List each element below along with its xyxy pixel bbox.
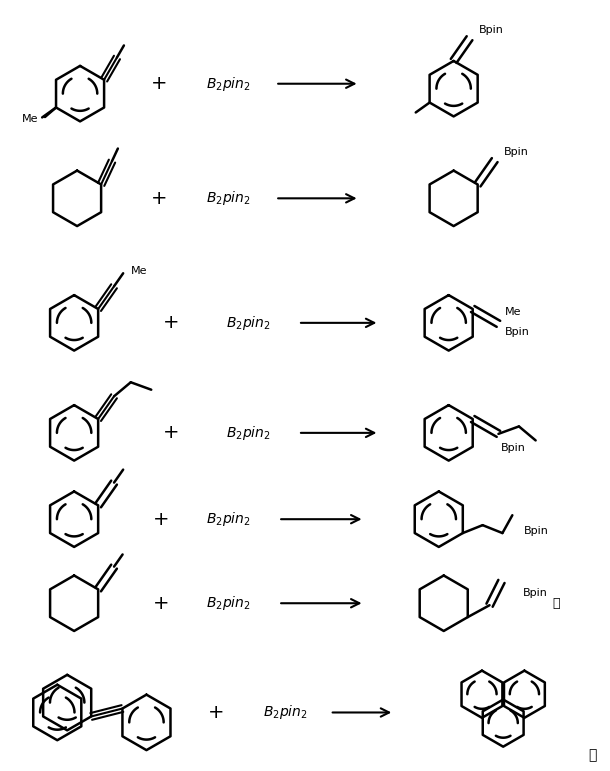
- Text: 。: 。: [588, 749, 597, 763]
- Text: +: +: [207, 703, 224, 722]
- Text: +: +: [163, 423, 179, 443]
- Text: Me: Me: [504, 307, 521, 317]
- Text: Me: Me: [22, 114, 38, 124]
- Text: +: +: [151, 74, 168, 93]
- Text: Bpin: Bpin: [500, 443, 525, 453]
- Text: $B_2pin_2$: $B_2pin_2$: [226, 424, 271, 442]
- Text: $B_2pin_2$: $B_2pin_2$: [206, 75, 251, 93]
- Text: +: +: [153, 510, 170, 529]
- Text: Bpin: Bpin: [479, 25, 504, 35]
- Text: $B_2pin_2$: $B_2pin_2$: [206, 510, 251, 528]
- Text: $B_2pin_2$: $B_2pin_2$: [263, 703, 307, 722]
- Text: Bpin: Bpin: [524, 526, 549, 536]
- Text: +: +: [163, 313, 179, 332]
- Text: $B_2pin_2$: $B_2pin_2$: [206, 594, 251, 612]
- Text: +: +: [151, 189, 168, 208]
- Text: Bpin: Bpin: [523, 588, 548, 598]
- Text: Bpin: Bpin: [504, 327, 529, 337]
- Text: Me: Me: [131, 266, 148, 276]
- Text: +: +: [153, 594, 170, 613]
- Text: 或: 或: [553, 597, 560, 610]
- Text: $B_2pin_2$: $B_2pin_2$: [206, 190, 251, 207]
- Text: Bpin: Bpin: [504, 147, 529, 157]
- Text: $B_2pin_2$: $B_2pin_2$: [226, 314, 271, 332]
